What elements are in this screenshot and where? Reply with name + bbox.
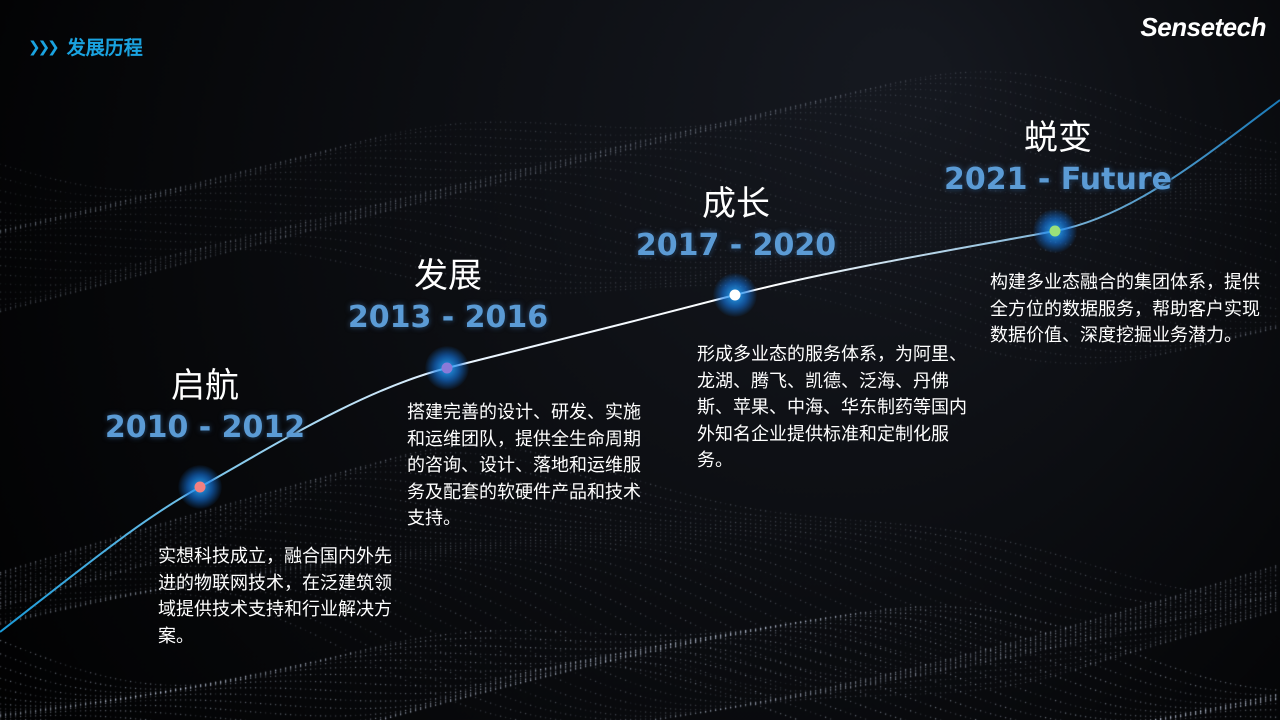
timeline-dot bbox=[425, 346, 469, 390]
stage-years: 2010 - 2012 bbox=[75, 408, 335, 448]
stage-name: 蜕变 bbox=[928, 116, 1188, 160]
timeline-dot bbox=[178, 465, 222, 509]
stage-name: 发展 bbox=[318, 254, 578, 298]
stage-2021: 蜕变 2021 - Future bbox=[928, 116, 1188, 200]
stage-2010: 启航 2010 - 2012 bbox=[75, 364, 335, 448]
stage-description: 形成多业态的服务体系，为阿里、龙湖、腾飞、凯德、泛海、丹佛斯、苹果、中海、华东制… bbox=[697, 342, 967, 475]
stage-description: 实想科技成立，融合国内外先进的物联网技术，在泛建筑领域提供技术支持和行业解决方案… bbox=[158, 544, 394, 650]
sensetech-logo: Sensetech bbox=[1140, 12, 1266, 43]
stage-2013: 发展 2013 - 2016 bbox=[318, 254, 578, 338]
stage-description: 构建多业态融合的集团体系，提供全方位的数据服务，帮助客户实现数据价值、深度挖掘业… bbox=[990, 270, 1260, 350]
stage-2017: 成长 2017 - 2020 bbox=[606, 182, 866, 266]
stage-name: 启航 bbox=[75, 364, 335, 408]
stage-years: 2021 - Future bbox=[928, 160, 1188, 200]
stage-name: 成长 bbox=[606, 182, 866, 226]
section-title: 发展历程 bbox=[67, 33, 143, 60]
stage-description: 搭建完善的设计、研发、实施和运维团队，提供全生命周期的咨询、设计、落地和运维服务… bbox=[407, 400, 643, 533]
section-header: ❯❯❯ 发展历程 bbox=[28, 33, 143, 60]
stage-years: 2017 - 2020 bbox=[606, 226, 866, 266]
triple-chevron-right-icon: ❯❯❯ bbox=[28, 38, 57, 56]
stage-years: 2013 - 2016 bbox=[318, 298, 578, 338]
timeline-dot bbox=[713, 273, 757, 317]
timeline-dot bbox=[1033, 209, 1077, 253]
